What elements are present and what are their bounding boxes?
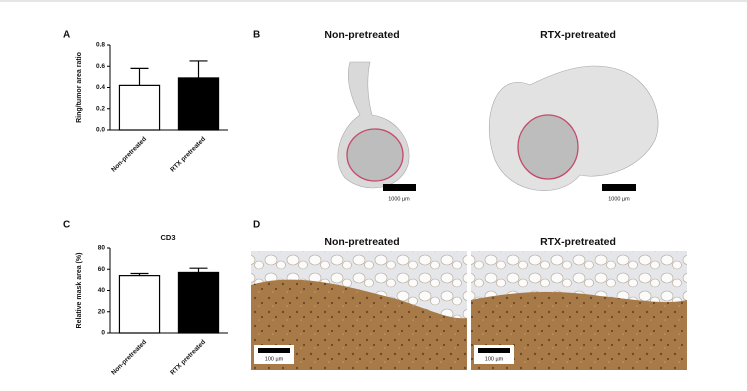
scale-bar [383,184,416,191]
image-title: Non-pretreated [324,29,399,41]
y-tick-label: 20 [98,308,106,315]
y-axis-label: Relative mask area (%) [76,253,83,329]
bar [118,84,161,131]
panel-label: B [253,30,260,41]
scale-label: 1000 µm [388,196,410,202]
error-bar [130,272,149,276]
scale-label: 100 µm [265,356,284,362]
panel-label: C [63,220,70,231]
bar [177,271,220,334]
x-tick-label: RTX pretreated [169,339,207,377]
y-tick-label: 0.6 [96,63,105,70]
chart-title: CD3 [160,233,175,242]
scale-bar [478,348,510,353]
image-title: RTX-pretreated [540,29,616,41]
scale-bar [258,348,290,353]
scale-label: 1000 µm [608,196,630,202]
panel-label: A [63,30,70,41]
scale-bar [602,184,636,191]
y-tick-label: 0 [101,330,105,337]
y-tick-label: 0.0 [96,127,105,134]
x-tick-label: RTX pretreated [169,136,207,174]
x-tick-label: Non-pretreated [110,136,148,174]
y-tick-label: 0.8 [96,42,105,49]
y-tick-label: 40 [98,287,106,294]
x-tick-label: Non-pretreated [110,339,148,377]
panel-label: D [253,220,260,231]
bar [118,275,161,334]
y-axis-label: Ring/tumor area ratio [76,52,83,123]
scale-label: 100 µm [485,356,504,362]
error-bar [189,60,208,78]
histology-d [251,251,687,370]
y-tick-label: 80 [98,245,106,252]
y-tick-label: 60 [98,266,106,273]
histology-b [337,61,659,191]
y-tick-label: 0.4 [96,84,105,91]
image-title: Non-pretreated [324,236,399,248]
error-bar [189,267,208,273]
bar [177,77,220,131]
y-tick-label: 0.2 [96,105,105,112]
error-bar [130,67,149,86]
image-title: RTX-pretreated [540,236,616,248]
